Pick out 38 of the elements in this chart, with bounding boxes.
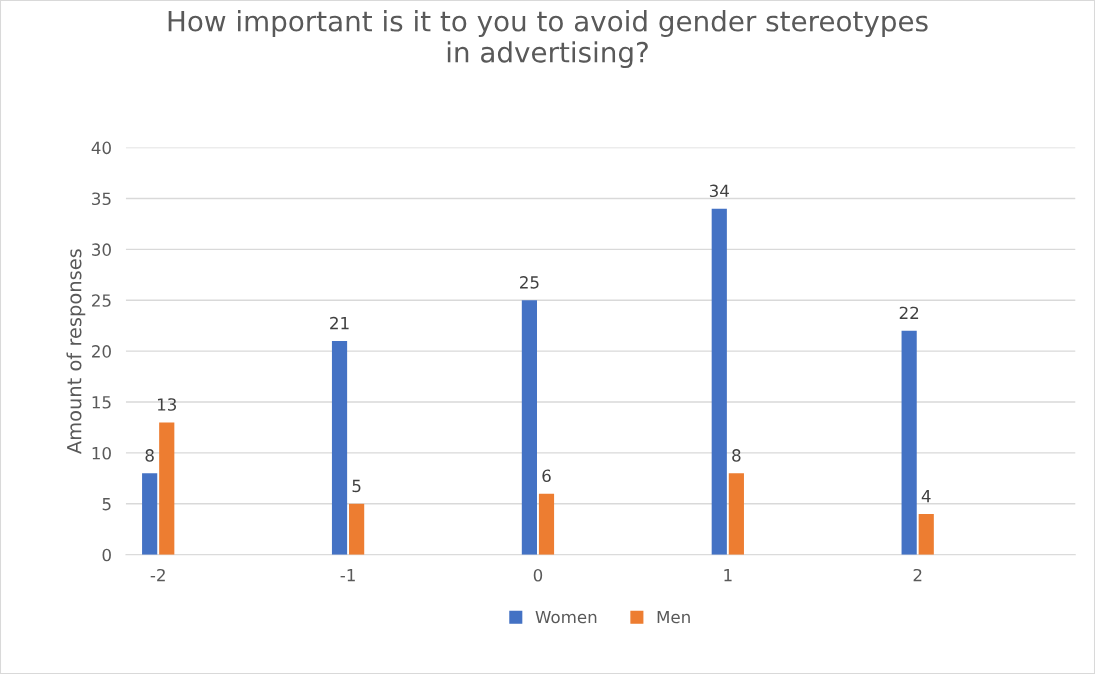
- chart-title: How important is it to you to avoid gender stereotypes in advertising?: [168, 10, 928, 69]
- y-tick-label: 5: [102, 498, 111, 511]
- data-label: 8: [732, 449, 741, 462]
- data-label: 25: [520, 276, 539, 289]
- x-tick-label: 0: [533, 568, 543, 582]
- bar: [331, 340, 348, 555]
- y-tick-label: 40: [91, 141, 111, 155]
- y-tick-label: 20: [92, 345, 111, 358]
- data-label: 8: [145, 449, 154, 462]
- data-label: 22: [899, 306, 919, 319]
- bar: [142, 473, 158, 555]
- y-tick-label: 0: [102, 548, 111, 562]
- bar: [538, 493, 555, 555]
- y-tick-label: 10: [92, 446, 111, 460]
- legend-label: Women: [535, 610, 597, 624]
- legend-label: Men: [657, 610, 690, 624]
- data-label: 5: [352, 479, 361, 493]
- bar: [711, 208, 727, 555]
- bar: [918, 513, 934, 555]
- data-label: 4: [921, 490, 931, 503]
- y-tick-label: 15: [92, 396, 111, 409]
- x-tick-label: -2: [150, 568, 165, 582]
- bar: [349, 503, 365, 555]
- y-tick-label: 30: [92, 243, 111, 256]
- x-tick-label: -1: [340, 569, 355, 582]
- x-tick-label: 1: [724, 569, 732, 582]
- data-label: 34: [709, 184, 729, 198]
- bar: [728, 473, 744, 555]
- bar: [521, 300, 537, 555]
- y-tick-label: 25: [92, 294, 111, 307]
- x-tick-label: 2: [913, 568, 922, 582]
- bar: [159, 422, 175, 555]
- y-axis-title: Amount of responses: [66, 249, 86, 454]
- data-label: 13: [157, 398, 177, 411]
- y-tick-label: 35: [92, 192, 111, 206]
- data-label: 21: [330, 316, 349, 330]
- data-label: 6: [542, 469, 551, 483]
- bar: [901, 330, 917, 555]
